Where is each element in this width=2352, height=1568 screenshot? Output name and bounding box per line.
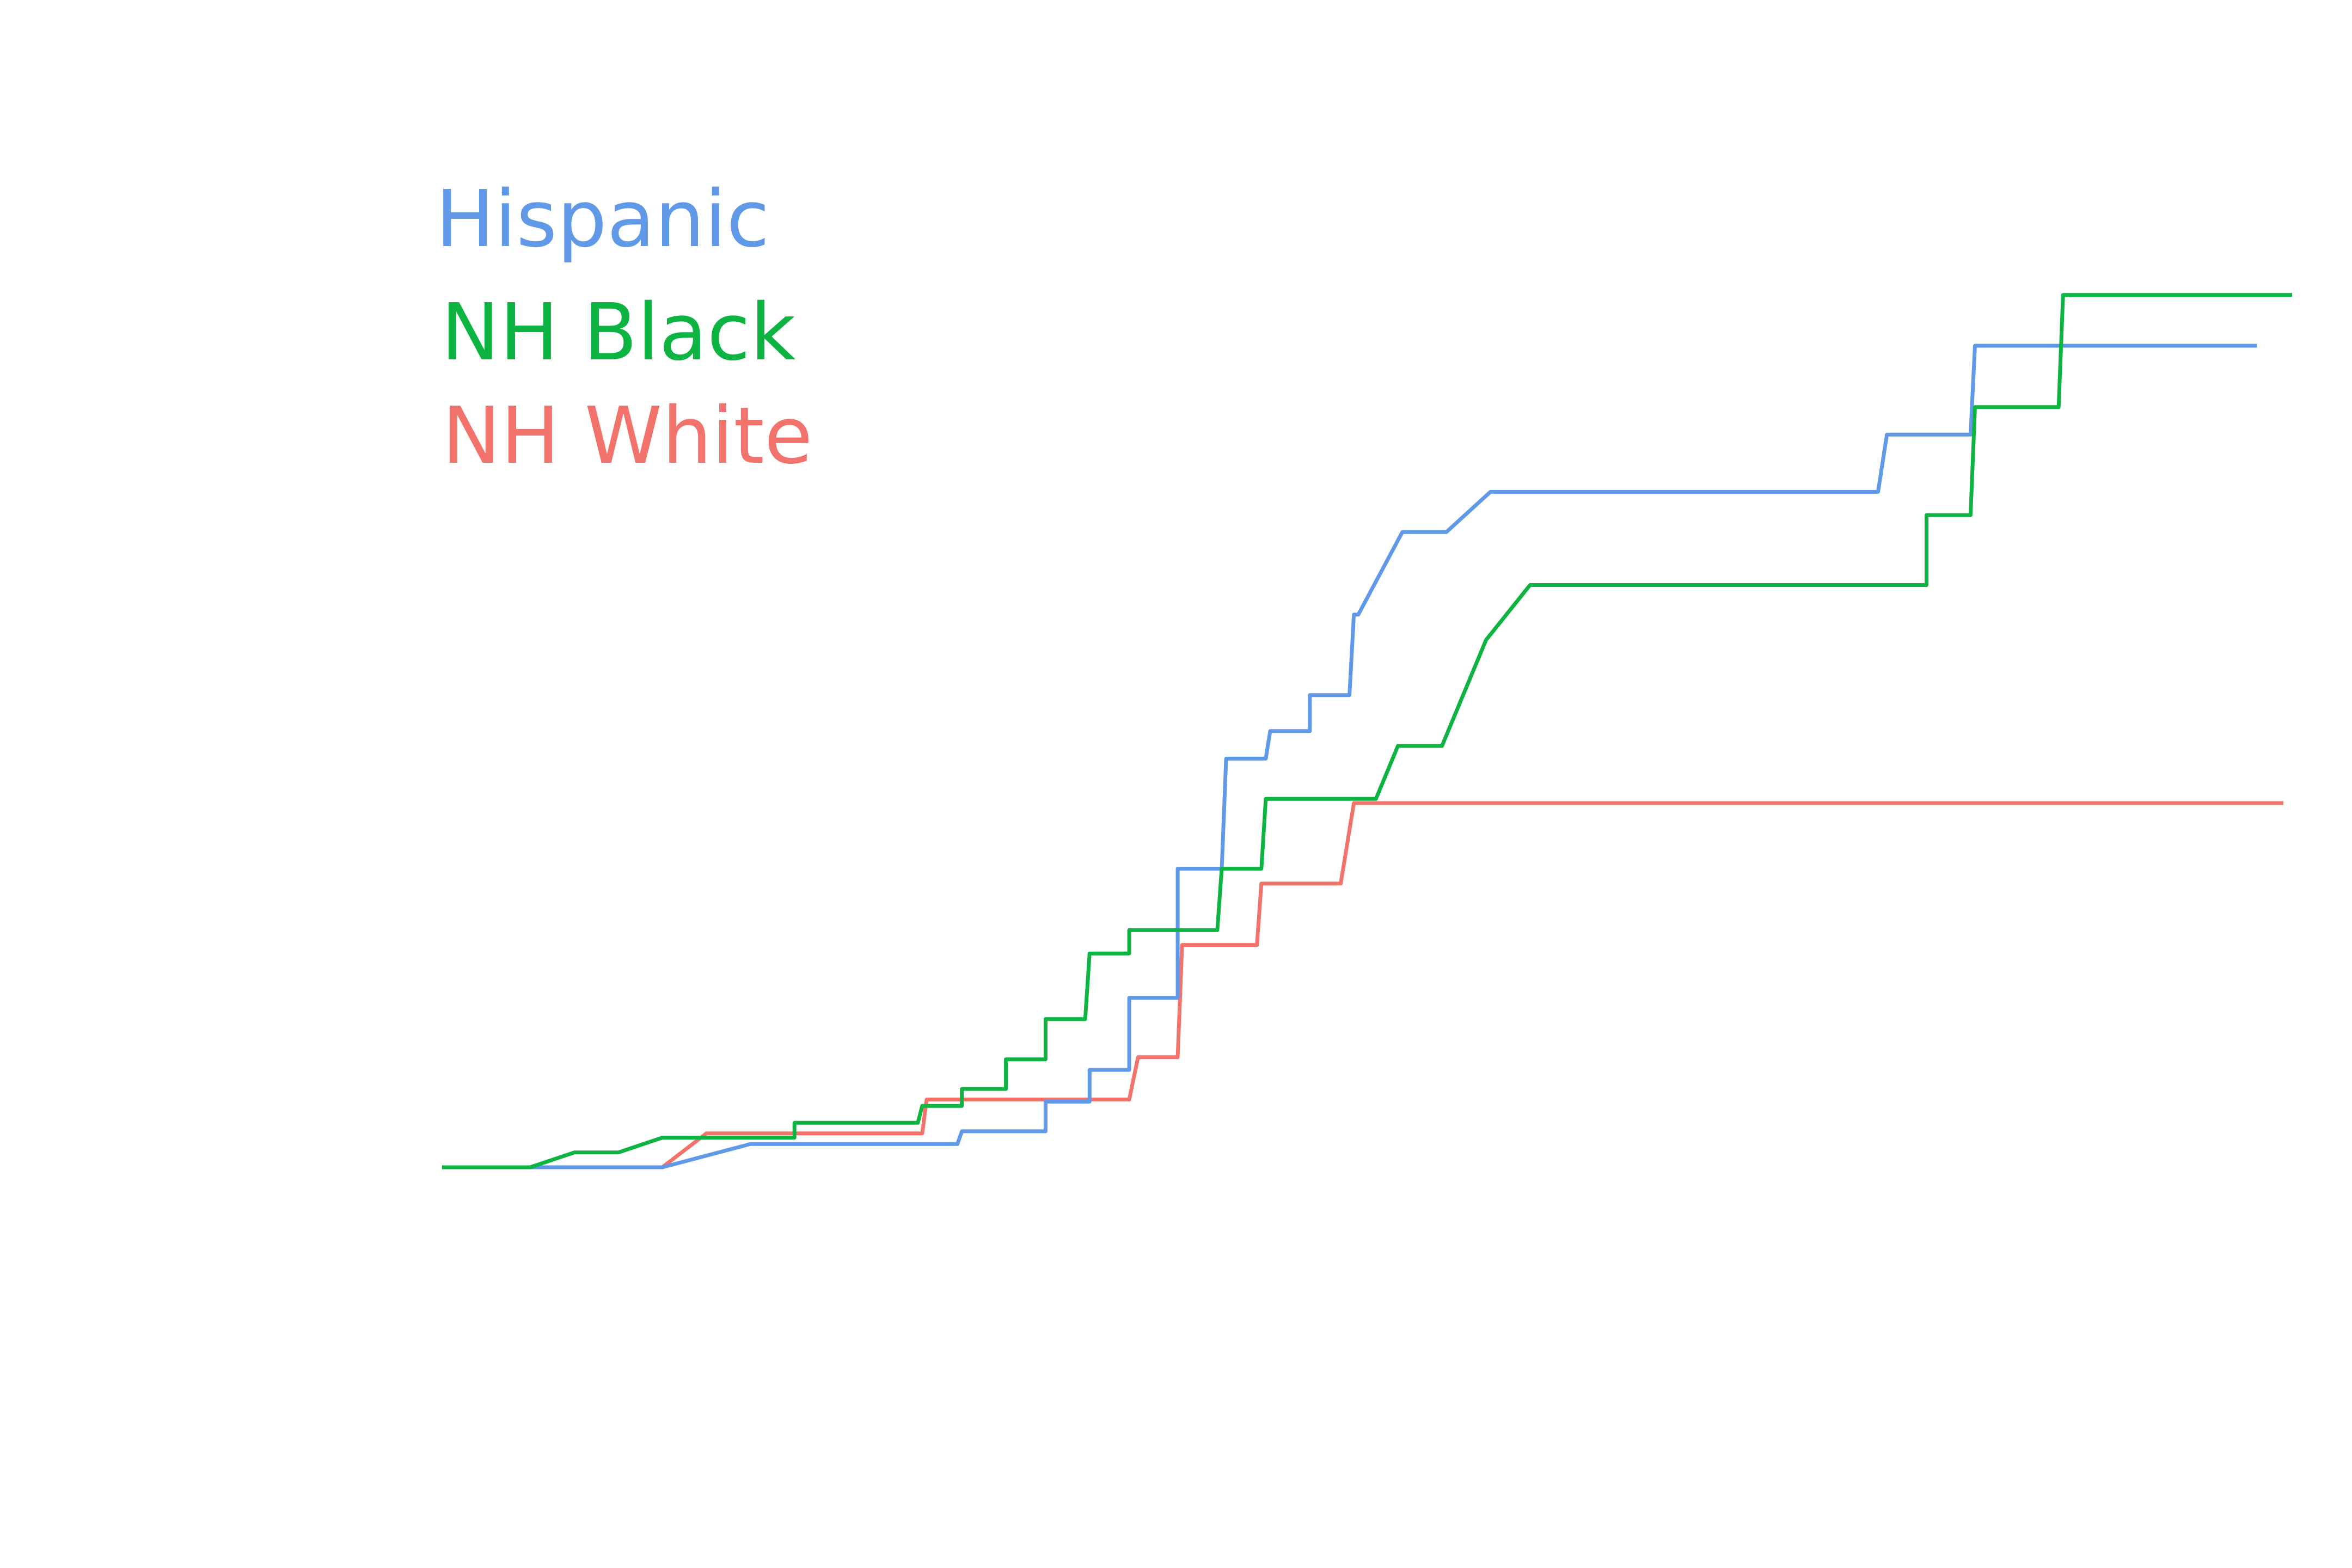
legend-entry-nh-white: NH White: [442, 390, 812, 481]
series-line-hispanic: [442, 344, 2257, 1169]
plot-area: [442, 293, 2292, 1169]
series-line-nh-white: [442, 801, 2283, 1169]
legend: Hispanic NH Black NH White: [436, 173, 812, 481]
legend-entry-hispanic: Hispanic: [436, 173, 769, 265]
legend-entry-nh-black: NH Black: [441, 286, 795, 378]
series-line-nh-black: [442, 293, 2292, 1169]
